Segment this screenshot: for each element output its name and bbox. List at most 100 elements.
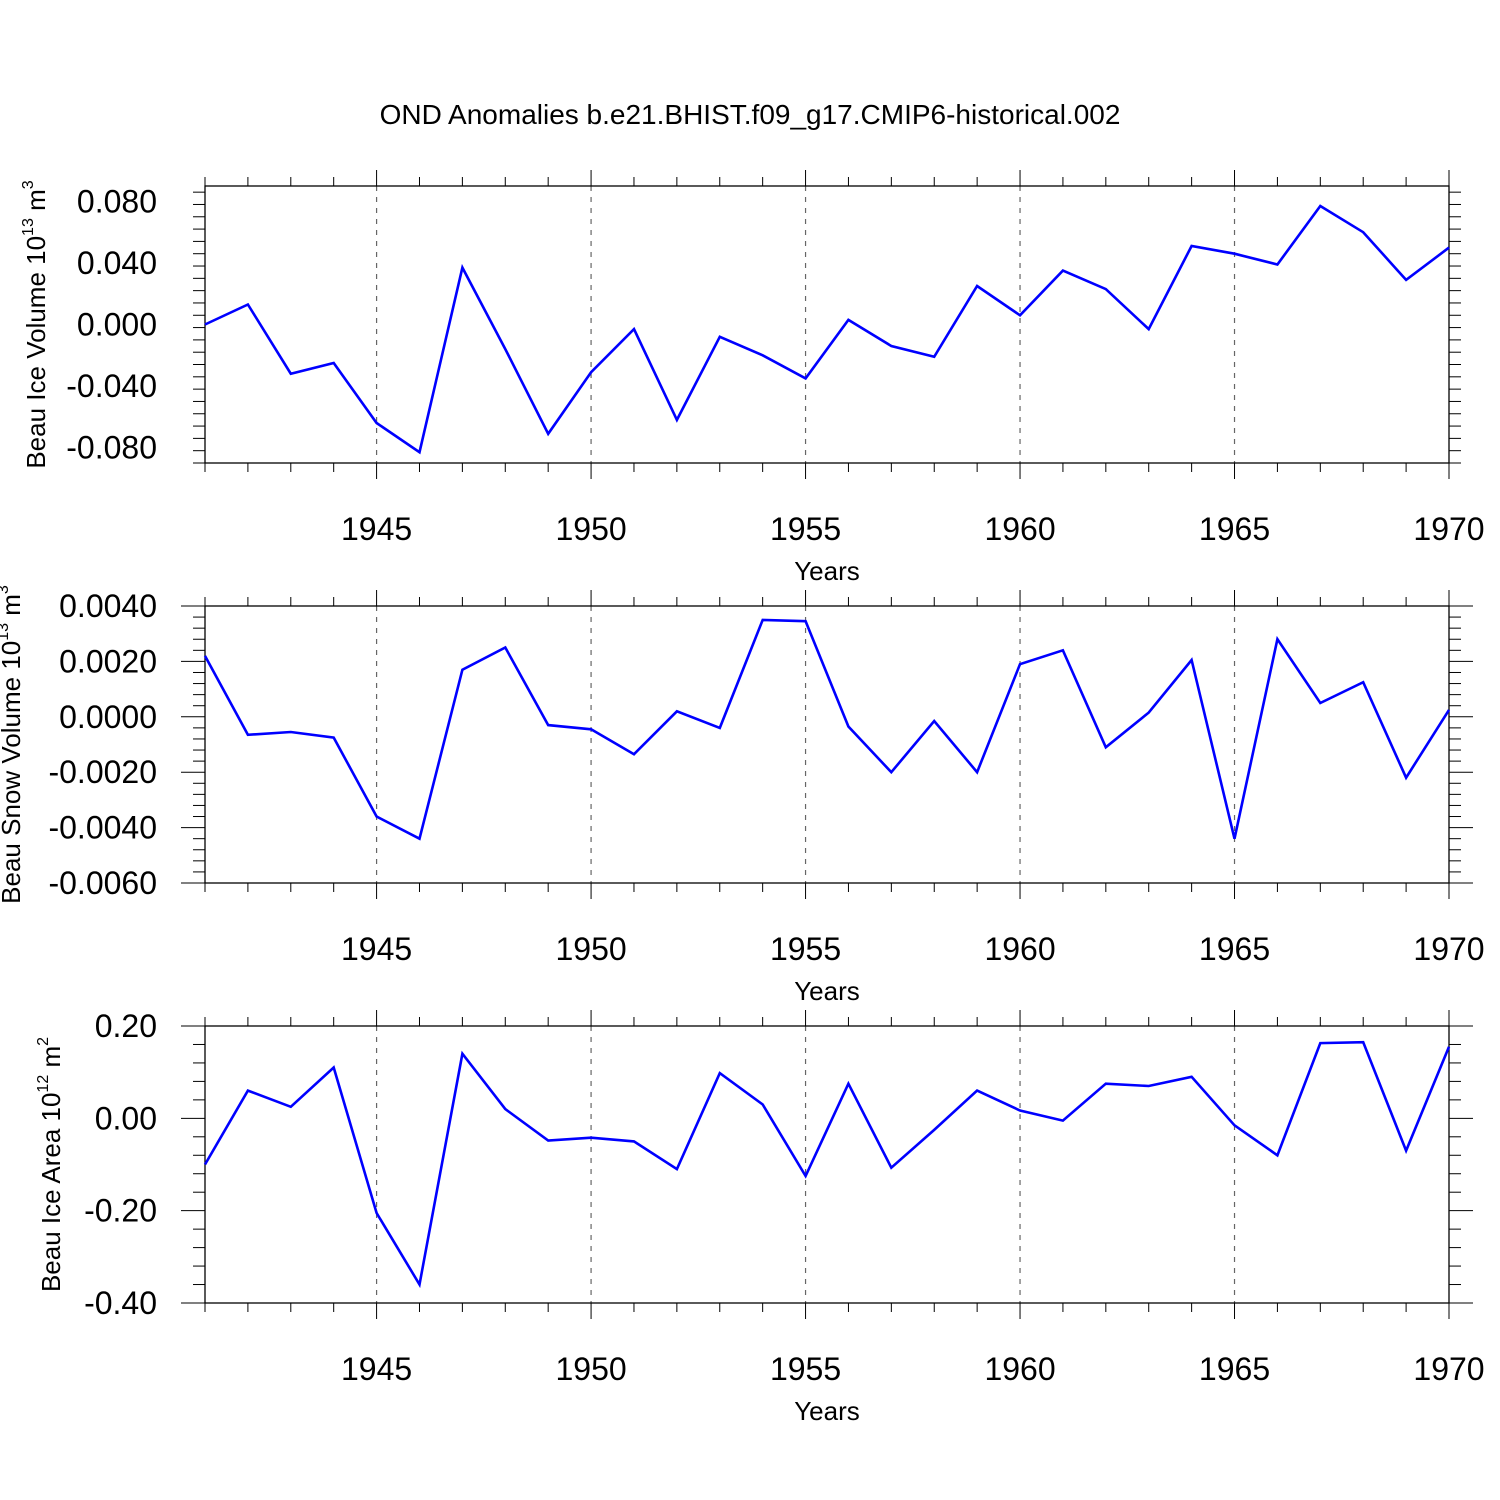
- data-point: [331, 1065, 336, 1070]
- data-point: [1232, 251, 1237, 256]
- x-tick-label: 1950: [555, 1351, 626, 1387]
- data-point: [503, 645, 508, 650]
- data-point: [803, 619, 808, 624]
- data-point: [374, 814, 379, 819]
- y-axis-label-part: m: [21, 189, 51, 218]
- x-tick-label: 1960: [984, 511, 1055, 547]
- x-tick-label: 1945: [341, 511, 412, 547]
- y-tick-label: 0.040: [77, 245, 157, 281]
- data-point: [1361, 680, 1366, 685]
- data-point: [1018, 1108, 1023, 1113]
- data-point: [889, 770, 894, 775]
- data-point: [1318, 701, 1323, 706]
- data-point: [1447, 1044, 1452, 1049]
- data-point: [846, 317, 851, 322]
- data-point: [932, 354, 937, 359]
- data-point: [1318, 204, 1323, 209]
- data-point: [846, 1081, 851, 1086]
- data-point: [203, 653, 208, 658]
- series-line-beau-ice-area: [203, 1040, 1451, 1289]
- x-axis-label: Years: [794, 556, 860, 586]
- data-point: [1103, 1081, 1108, 1086]
- data-point: [245, 732, 250, 737]
- data-point: [717, 725, 722, 730]
- data-point: [1146, 710, 1151, 715]
- data-point: [632, 1139, 637, 1144]
- data-point: [203, 1162, 208, 1167]
- data-point: [503, 1107, 508, 1112]
- data-point: [1318, 1041, 1323, 1046]
- data-point: [760, 1102, 765, 1107]
- data-point: [589, 370, 594, 375]
- x-tick-label: 1960: [984, 1351, 1055, 1387]
- data-point: [546, 431, 551, 436]
- data-point: [460, 1051, 465, 1056]
- data-point: [975, 770, 980, 775]
- y-tick-label: 0.080: [77, 183, 157, 219]
- data-point: [1361, 230, 1366, 235]
- data-point: [1275, 1153, 1280, 1158]
- data-point: [245, 1088, 250, 1093]
- data-point: [1232, 836, 1237, 841]
- panels: -0.080 -0.040 0.000 0.040 0.080 1945 1950 1955 1…: [0, 170, 1485, 1426]
- data-point: [1404, 775, 1409, 780]
- data-point: [288, 1104, 293, 1109]
- x-tick-label: 1970: [1413, 511, 1484, 547]
- chart-title: OND Anomalies b.e21.BHIST.f09_g17.CMIP6-…: [380, 99, 1121, 130]
- y-tick-label: 0.000: [77, 307, 157, 343]
- data-point: [374, 1211, 379, 1216]
- data-point: [460, 667, 465, 672]
- data-point: [803, 376, 808, 381]
- data-point: [374, 421, 379, 426]
- data-point: [417, 836, 422, 841]
- data-point: [760, 353, 765, 358]
- y-axis-label: Beau Ice Area 1012 m2: [35, 1037, 66, 1292]
- y-tick-label: -0.080: [66, 430, 157, 466]
- data-point: [503, 347, 508, 352]
- data-point: [1189, 658, 1194, 663]
- y-axis-label-part: m: [0, 594, 26, 623]
- data-point: [589, 727, 594, 732]
- data-point: [674, 1167, 679, 1172]
- x-tick-label: 1965: [1199, 931, 1270, 967]
- y-tick-label: -0.0040: [48, 810, 157, 846]
- plot-frame: [204, 185, 1450, 464]
- data-point: [1232, 1123, 1237, 1128]
- y-axis-label-exponent: 3: [0, 585, 12, 594]
- data-point: [975, 1088, 980, 1093]
- y-tick-label: 0.20: [95, 1008, 157, 1044]
- data-point: [1061, 648, 1066, 653]
- data-point: [1189, 1074, 1194, 1079]
- y-tick-label: -0.20: [84, 1193, 157, 1229]
- data-point: [932, 1127, 937, 1132]
- series-line-beau-ice-volume: [204, 204, 1450, 455]
- data-point: [546, 723, 551, 728]
- data-point: [1275, 262, 1280, 267]
- plot-frame: [204, 1025, 1450, 1304]
- data-point: [417, 450, 422, 455]
- data-point: [975, 284, 980, 289]
- x-tick-label: 1970: [1413, 1351, 1484, 1387]
- x-axis-label: Years: [794, 1396, 860, 1426]
- x-tick-label: 1955: [770, 931, 841, 967]
- data-point: [1275, 637, 1280, 642]
- data-point: [932, 719, 937, 724]
- data-point: [717, 334, 722, 339]
- y-tick-label: 0.0040: [59, 588, 157, 624]
- data-point: [717, 1071, 722, 1076]
- data-point: [288, 730, 293, 735]
- data-point: [1189, 244, 1194, 249]
- x-tick-label: 1960: [984, 931, 1055, 967]
- data-point: [760, 617, 765, 622]
- data-point: [203, 322, 208, 327]
- data-point: [589, 1135, 594, 1140]
- x-axis-label: Years: [794, 976, 860, 1006]
- data-point: [1404, 1148, 1409, 1153]
- plot-frame: [204, 605, 1450, 884]
- data-point: [460, 265, 465, 270]
- y-tick-label: 0.00: [95, 1100, 157, 1136]
- y-axis-label-exponent: 12: [35, 1075, 52, 1093]
- y-tick-label: -0.0020: [48, 754, 157, 790]
- data-point: [1061, 268, 1066, 273]
